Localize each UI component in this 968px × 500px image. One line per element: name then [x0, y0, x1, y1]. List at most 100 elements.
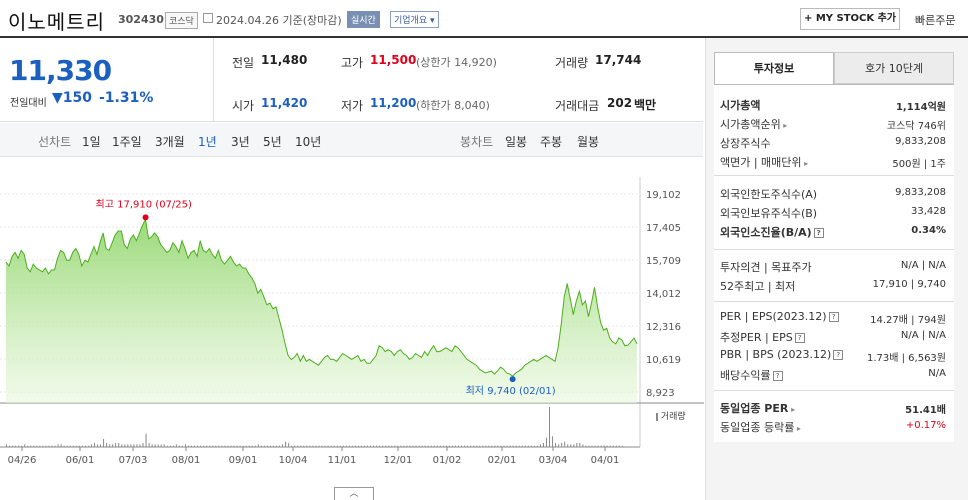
volume-bar: [424, 445, 426, 447]
company-overview-dropdown[interactable]: 기업개요 ▾: [390, 11, 439, 28]
info-value: 51.41배: [905, 405, 946, 416]
volume-bar: [72, 445, 74, 447]
volume-label: 거래량: [555, 56, 589, 70]
info-label: 외국인한도주식수(A): [720, 186, 817, 202]
tab-1y[interactable]: 1년: [198, 135, 217, 149]
info-label-text: 외국인보유주식수(B): [720, 207, 818, 220]
volume-bar: [42, 445, 44, 447]
tab-3y[interactable]: 3년: [231, 135, 250, 149]
volume-bar: [448, 445, 450, 447]
tab-invest-info[interactable]: 투자정보: [714, 52, 834, 84]
tab-5y[interactable]: 5년: [263, 135, 282, 149]
high-label: 고가: [341, 56, 364, 70]
info-label: 액면가 | 매매단위 ▸: [720, 154, 808, 170]
arrow-icon[interactable]: ▸: [801, 159, 809, 168]
volume-bar: [354, 445, 356, 447]
help-icon[interactable]: ?: [828, 312, 839, 322]
high-value: 11,500: [370, 53, 417, 67]
volume-bar: [245, 445, 247, 447]
volume-bar: [172, 445, 174, 447]
volume-bar: [549, 407, 551, 447]
volume-bar: [497, 445, 499, 447]
candle-chart-label: 봉차트: [460, 135, 494, 149]
volume-bar: [124, 444, 126, 447]
volume-bar: [282, 444, 284, 447]
volume-bar: [603, 445, 605, 447]
volume-bar: [115, 443, 117, 447]
tab-daily[interactable]: 일봉: [505, 135, 528, 149]
volume-bar: [394, 445, 396, 447]
company-name: 이노메트리: [8, 10, 105, 34]
realtime-button[interactable]: 실시간: [347, 11, 380, 28]
volume-bar: [542, 443, 544, 447]
volume-bar: [606, 445, 608, 447]
volume-bar: [515, 445, 517, 447]
volume-bar: [555, 443, 557, 447]
volume-bar: [518, 445, 520, 447]
volume-bar: [87, 445, 89, 447]
x-tick-label: 10/04: [279, 455, 308, 466]
volume-bar: [39, 445, 41, 447]
arrow-icon[interactable]: ▸: [794, 424, 801, 433]
volume-bar: [388, 445, 390, 447]
help-icon[interactable]: ?: [794, 333, 805, 343]
volume-bar: [188, 445, 190, 447]
volume-bar: [260, 445, 262, 447]
tab-monthly[interactable]: 월봉: [577, 135, 600, 149]
info-label-text: 외국인소진율(B/A): [720, 226, 812, 239]
volume-bar: [315, 445, 317, 447]
tab-10y[interactable]: 10년: [295, 135, 322, 149]
volume-bar: [509, 445, 511, 447]
volume-bar: [564, 441, 566, 447]
x-tick-label: 04/26: [8, 455, 37, 466]
help-icon[interactable]: ?: [772, 371, 783, 381]
price-change: ▼150: [52, 90, 92, 106]
volume-bar: [579, 443, 581, 447]
help-icon[interactable]: ?: [833, 350, 844, 360]
low-label: 저가: [341, 99, 364, 113]
volume-bar: [24, 444, 26, 447]
volume-bar: [494, 445, 496, 447]
info-value: 9,833,208: [895, 187, 946, 198]
volume-bar: [397, 445, 399, 447]
info-label: 시가총액: [720, 97, 760, 113]
tab-weekly[interactable]: 주봉: [540, 135, 563, 149]
tab-1w[interactable]: 1주일: [112, 135, 142, 149]
volume-bar: [561, 443, 563, 447]
info-label: PER | EPS(2023.12)?: [720, 310, 839, 323]
volume-bar: [306, 445, 308, 447]
info-label-text: 동일업종 PER: [720, 402, 789, 415]
price-chart[interactable]: 19,102 17,405 15,709 14,012 12,316 10,619 8,92…: [0, 157, 704, 500]
volume-bar: [57, 444, 59, 447]
base-date: 2024.04.26 기준(장마감): [216, 14, 342, 27]
volume-bar: [454, 445, 456, 447]
volume-bar: [476, 445, 478, 447]
price-change-pct: -1.31%: [99, 90, 154, 106]
tab-1d[interactable]: 1일: [82, 135, 101, 149]
low-marker: [509, 376, 516, 383]
volume-bar: [75, 445, 77, 447]
help-icon[interactable]: ?: [813, 228, 824, 238]
volume-bar: [464, 445, 466, 447]
volume-bar: [81, 445, 83, 447]
volume-bar: [382, 445, 384, 447]
collapse-chart-button[interactable]: ︿: [334, 487, 374, 500]
row-divider: [714, 301, 954, 302]
volume-bar: [582, 444, 584, 447]
y-tick-label: 14,012: [646, 289, 681, 300]
info-label: 외국인보유주식수(B): [720, 205, 817, 221]
y-tick-label: 15,709: [646, 256, 681, 267]
volume-bar: [530, 445, 532, 447]
quick-order-link[interactable]: 빠른주문: [915, 14, 956, 27]
volume-bar: [100, 444, 102, 447]
arrow-icon[interactable]: ▸: [780, 121, 788, 130]
volume-bar: [418, 445, 420, 447]
arrow-icon[interactable]: ▸: [788, 405, 796, 414]
info-value: 9,833,208: [895, 136, 946, 147]
info-value: 코스닥 746위: [886, 121, 946, 132]
volume-bar: [558, 444, 560, 447]
tab-3m[interactable]: 3개월: [155, 135, 185, 149]
tab-order-book[interactable]: 호가 10단계: [834, 52, 954, 84]
add-mystock-button[interactable]: + MY STOCK 추가: [800, 8, 900, 30]
info-label: 상장주식수: [720, 135, 771, 151]
